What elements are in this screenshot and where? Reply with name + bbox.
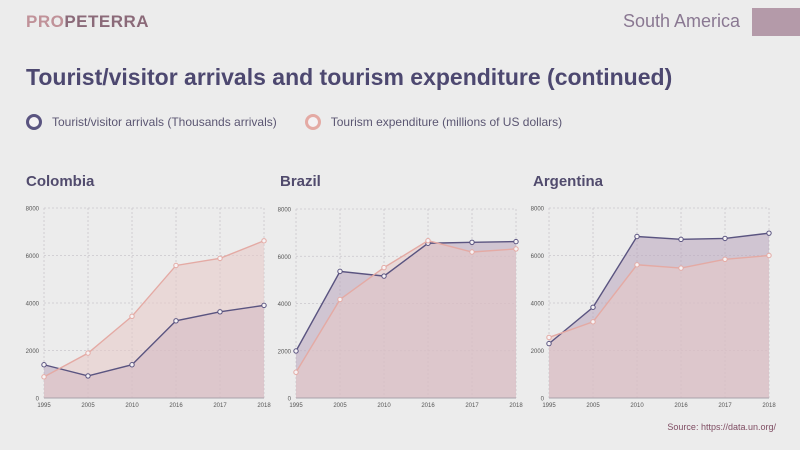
expenditure-point [85,350,91,356]
y-tick-label: 0 [36,397,40,403]
y-tick-label: 6000 [278,255,292,261]
arrivals-point [217,309,223,315]
y-tick-label: 0 [541,397,545,403]
arrivals-point [129,362,135,368]
expenditure-area-colombia [44,240,264,398]
x-tick-label: 1995 [542,403,556,409]
arrivals-point [293,348,299,354]
x-tick-label: 2005 [333,403,347,409]
chart-title-colombia: Colombia [26,173,95,190]
arrivals-point [590,304,596,310]
x-tick-label: 2016 [674,403,688,409]
expenditure-point [766,252,772,259]
expenditure-point [261,238,267,244]
arrivals-point [722,235,728,242]
y-tick-label: 2000 [278,349,292,355]
arrivals-line-argentina [548,232,770,345]
chart-argentina: 0 2000 4000 6000 8000 1995 2005 2010 2016 2017 201… [531,207,777,410]
arrivals-point [766,230,772,236]
expenditure-point [590,319,596,325]
expenditure-point [173,262,179,269]
y-tick-label: 8000 [278,208,292,214]
legend: Tourist/visitor arrivals (Thousands arri… [26,114,590,130]
arrivals-point [469,239,475,246]
expenditure-line-argentina [548,254,770,339]
arrivals-line-brazil [295,240,517,352]
legend-label-expenditure: Tourism expenditure (millions of US doll… [330,115,563,129]
x-tick-label: 1995 [289,403,303,409]
expenditure-point [217,255,223,262]
y-tick-label: 0 [288,397,292,403]
expenditure-point [41,374,47,380]
arrivals-point [634,233,640,240]
y-tick-label: 2000 [531,349,545,355]
brand-logo-part2: PETERRA [64,12,150,31]
arrivals-point [85,373,91,379]
y-tick-label: 4000 [26,302,40,308]
legend-item-expenditure: Tourism expenditure (millions of US doll… [304,114,563,130]
chart-brazil: 0 2000 4000 6000 8000 1995 2005 2010 2016 2017 201… [278,208,524,410]
x-tick-label: 2017 [718,403,732,409]
expenditure-point [337,296,343,303]
x-tick-label: 2018 [509,403,523,409]
expenditure-area-argentina [549,255,769,398]
brand-logo-part1: PRO [26,12,65,31]
arrivals-point [546,340,552,347]
x-tick-label: 2016 [421,403,435,409]
expenditure-point [513,246,519,252]
y-tick-label: 6000 [26,254,40,260]
expenditure-line-colombia [43,240,265,378]
x-tick-label: 1995 [37,403,51,409]
region-swatch [752,8,800,36]
arrivals-point [678,236,684,243]
chart-title-argentina: Argentina [533,173,604,190]
arrivals-point [41,362,47,368]
expenditure-point [678,265,684,271]
legend-marker-expenditure [304,114,321,130]
expenditure-point [469,249,475,255]
x-tick-label: 2017 [213,403,227,409]
arrivals-point [381,273,387,279]
y-tick-label: 8000 [26,207,40,213]
expenditure-line-brazil [295,239,517,373]
expenditure-area-brazil [296,240,516,398]
chart-colombia: 0 2000 4000 6000 8000 1995 2005 2010 2016 2017 201… [26,207,272,410]
x-tick-label: 2016 [169,403,183,409]
legend-marker-arrivals [26,114,42,130]
expenditure-point [425,237,431,244]
expenditure-point [381,264,387,271]
x-tick-label: 2018 [257,403,271,409]
y-tick-label: 4000 [531,302,545,308]
region-label: South America [622,11,740,31]
page-title: Tourist/visitor arrivals and tourism exp… [26,64,673,90]
legend-label-arrivals: Tourist/visitor arrivals (Thousands arri… [52,115,277,129]
x-tick-label: 2018 [762,403,776,409]
x-tick-label: 2010 [125,403,139,409]
arrivals-point [337,268,343,275]
y-tick-label: 2000 [26,349,40,355]
arrivals-point [173,318,179,324]
expenditure-point [722,256,728,262]
x-tick-label: 2005 [81,403,95,409]
chart-title-brazil: Brazil [280,173,321,190]
legend-item-arrivals: Tourist/visitor arrivals (Thousands arri… [26,114,277,130]
arrivals-point [513,238,519,245]
expenditure-point [129,313,135,319]
expenditure-point [634,262,640,268]
arrivals-point [261,302,267,309]
x-tick-label: 2010 [377,403,391,409]
y-tick-label: 4000 [278,302,292,308]
y-tick-label: 6000 [531,254,545,260]
arrivals-line-colombia [43,304,265,377]
x-tick-label: 2005 [586,403,600,409]
expenditure-point [546,334,552,341]
source-note: Source: https://data.un.org/ [667,422,776,432]
x-tick-label: 2017 [465,403,479,409]
y-tick-label: 8000 [531,207,545,213]
x-tick-label: 2010 [630,403,644,409]
brand-logo: PROPETERRA [26,12,149,32]
expenditure-point [293,369,299,375]
